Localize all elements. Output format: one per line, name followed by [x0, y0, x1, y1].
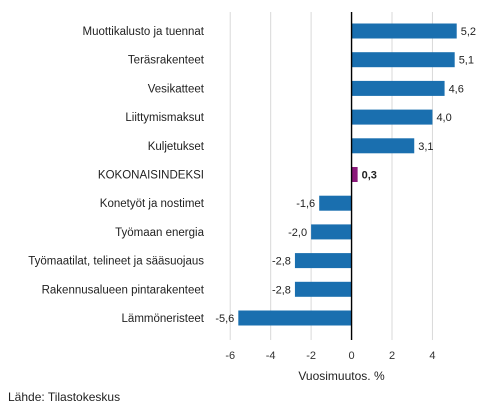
value-label: -5,6 — [215, 313, 234, 325]
bar — [294, 253, 352, 269]
source-note: Lähde: Tilastokeskus — [8, 390, 121, 404]
value-labels: 5,2 5,1 4,6 4,0 3,1 0,3 -1,6 -2,0 -2,8 -2,8 -5,6 — [215, 26, 476, 325]
category-label: Lämmöneristeet — [122, 313, 205, 325]
bar — [294, 281, 352, 297]
value-label: 4,0 — [436, 112, 451, 124]
bars — [238, 23, 457, 326]
category-label: Työmaatilat, telineet ja sääsuojaus — [28, 256, 204, 268]
category-label: Vesikatteet — [148, 83, 205, 95]
category-label: Kuljetukset — [148, 141, 205, 153]
value-label: -2,8 — [272, 256, 291, 268]
value-label: -2,0 — [288, 227, 307, 239]
value-label: 3,1 — [418, 141, 433, 153]
value-label: 0,3 — [362, 170, 377, 182]
bar — [351, 23, 457, 39]
bar-chart: Muottikalusto ja tuennat Teräsrakenteet Ve… — [28, 12, 476, 380]
category-label: Muottikalusto ja tuennat — [83, 26, 205, 38]
value-label: 5,2 — [461, 26, 476, 38]
x-tick-label: -6 — [225, 350, 235, 362]
bar — [238, 310, 352, 326]
bar — [351, 167, 358, 182]
category-label: Konetyöt ja nostimet — [100, 198, 205, 210]
category-label: KOKONAISINDEKSI — [98, 170, 204, 182]
x-tick-labels: -6 -4 -2 0 2 4 — [225, 350, 435, 362]
bar — [351, 109, 433, 125]
category-labels: Muottikalusto ja tuennat Teräsrakenteet Ve… — [28, 26, 205, 325]
category-label: Rakennusalueen pintarakenteet — [42, 284, 205, 296]
category-label: Työmaan energia — [115, 227, 204, 239]
category-label: Teräsrakenteet — [128, 55, 205, 67]
x-tick-label: 2 — [389, 350, 395, 362]
value-label: -2,8 — [272, 284, 291, 296]
x-tick-label: 4 — [429, 350, 435, 362]
x-tick-label: 0 — [348, 350, 354, 362]
value-label: 5,1 — [459, 55, 474, 67]
bar — [311, 224, 352, 240]
category-label: Liittymismaksut — [125, 112, 204, 124]
bar — [351, 138, 415, 154]
value-label: 4,6 — [449, 83, 464, 95]
value-label: -1,6 — [296, 198, 315, 210]
bar — [351, 52, 455, 68]
x-axis-title: Vuosimuutos, % — [298, 369, 385, 380]
x-tick-label: -2 — [306, 350, 316, 362]
bar — [351, 80, 445, 96]
x-tick-label: -4 — [266, 350, 276, 362]
bar — [319, 195, 352, 211]
